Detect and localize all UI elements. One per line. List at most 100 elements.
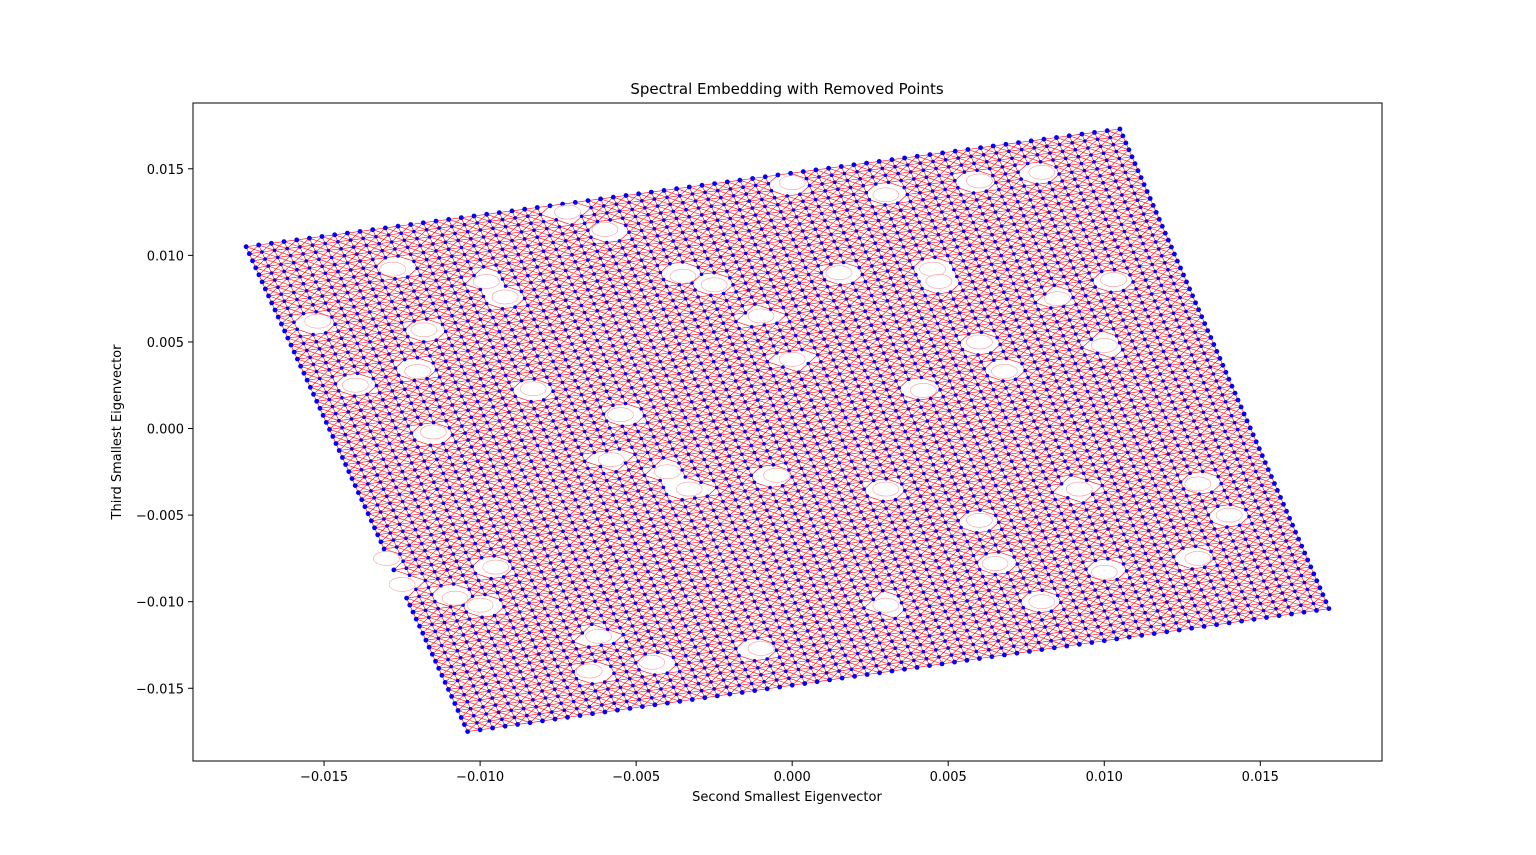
- embedding-point: [577, 624, 582, 628]
- embedding-point: [875, 367, 880, 371]
- removed-region: [482, 559, 510, 575]
- embedding-point: [1090, 248, 1095, 253]
- x-axis: −0.015 −0.010 −0.005 0.000 0.005 0.010 0.015: [300, 761, 1279, 785]
- embedding-point: [1142, 396, 1146, 401]
- embedding-point: [643, 592, 647, 597]
- embedding-point: [668, 589, 672, 593]
- embedding-point: [850, 311, 855, 315]
- embedding-point: [1099, 631, 1103, 636]
- embedding-point: [427, 264, 432, 269]
- embedding-point: [1140, 515, 1145, 519]
- embedding-point: [481, 354, 486, 358]
- embedding-point: [604, 419, 609, 423]
- embedding-point: [881, 440, 885, 444]
- embedding-point: [952, 208, 957, 213]
- embedding-point: [481, 324, 486, 329]
- embedding-point: [724, 269, 729, 273]
- embedding-point: [545, 434, 549, 439]
- embedding-point: [1134, 257, 1139, 262]
- embedding-point: [847, 304, 852, 308]
- embedding-point: [983, 248, 988, 253]
- embedding-point: [1157, 247, 1161, 251]
- embedding-point: [1147, 469, 1152, 474]
- embedding-point: [1115, 304, 1119, 309]
- embedding-point: [567, 424, 571, 429]
- embedding-point: [821, 485, 826, 490]
- embedding-point: [765, 627, 769, 632]
- embedding-point: [677, 342, 681, 346]
- embedding-point: [592, 212, 597, 217]
- embedding-point: [1032, 419, 1036, 423]
- embedding-point: [266, 293, 271, 299]
- embedding-point: [633, 422, 637, 427]
- embedding-point: [935, 351, 939, 355]
- embedding-point: [664, 314, 669, 318]
- embedding-point: [1039, 647, 1045, 652]
- embedding-point: [1269, 504, 1273, 508]
- embedding-point: [1014, 347, 1018, 352]
- embedding-point: [699, 242, 704, 247]
- embedding-point: [904, 252, 909, 256]
- embedding-point: [705, 643, 710, 647]
- embedding-point: [962, 170, 967, 174]
- embedding-point: [448, 545, 452, 549]
- embedding-point: [1009, 245, 1013, 249]
- embedding-point: [897, 386, 901, 390]
- embedding-point: [1305, 557, 1311, 563]
- embedding-point: [840, 557, 844, 561]
- embedding-point: [837, 372, 842, 376]
- embedding-point: [532, 406, 536, 411]
- embedding-point: [845, 178, 850, 183]
- embedding-point: [671, 685, 676, 690]
- embedding-point: [871, 627, 876, 631]
- embedding-point: [840, 646, 844, 651]
- embedding-point: [406, 483, 411, 488]
- embedding-point: [393, 336, 398, 341]
- y-tick-label: −0.015: [136, 682, 184, 697]
- embedding-point: [1089, 153, 1093, 157]
- embedding-point: [779, 209, 783, 214]
- embedding-point: [794, 244, 799, 249]
- embedding-point: [878, 344, 883, 348]
- embedding-point: [987, 499, 992, 504]
- embedding-point: [532, 317, 536, 322]
- embedding-point: [1090, 522, 1095, 526]
- embedding-point: [953, 541, 957, 546]
- embedding-point: [957, 400, 961, 404]
- embedding-point: [1119, 222, 1124, 227]
- embedding-point: [484, 242, 489, 246]
- embedding-point: [1045, 358, 1049, 362]
- embedding-point: [1194, 514, 1198, 519]
- embedding-point: [699, 599, 704, 604]
- embedding-point: [548, 293, 552, 297]
- embedding-point: [394, 485, 399, 490]
- embedding-point: [731, 253, 735, 257]
- embedding-point: [1007, 422, 1011, 427]
- embedding-point: [548, 322, 552, 327]
- embedding-point: [1202, 321, 1208, 326]
- embedding-point: [859, 510, 863, 514]
- embedding-point: [1179, 450, 1183, 455]
- embedding-point: [401, 559, 405, 563]
- embedding-point: [611, 611, 616, 616]
- embedding-point: [877, 552, 882, 556]
- embedding-point: [1028, 227, 1032, 232]
- embedding-point: [1100, 483, 1105, 488]
- embedding-point: [1157, 461, 1161, 465]
- embedding-point: [878, 403, 883, 408]
- embedding-point: [667, 380, 672, 385]
- embedding-point: [891, 401, 895, 406]
- embedding-point: [361, 355, 366, 360]
- embedding-point: [849, 608, 854, 612]
- embedding-point: [881, 499, 885, 504]
- embedding-point: [884, 655, 888, 659]
- embedding-point: [1035, 182, 1039, 187]
- embedding-point: [1226, 436, 1230, 441]
- embedding-point: [1099, 602, 1104, 606]
- embedding-point: [1071, 266, 1076, 270]
- embedding-point: [1201, 440, 1205, 444]
- embedding-point: [565, 685, 569, 690]
- embedding-point: [378, 510, 383, 514]
- embedding-point: [994, 454, 998, 458]
- embedding-point: [319, 234, 325, 239]
